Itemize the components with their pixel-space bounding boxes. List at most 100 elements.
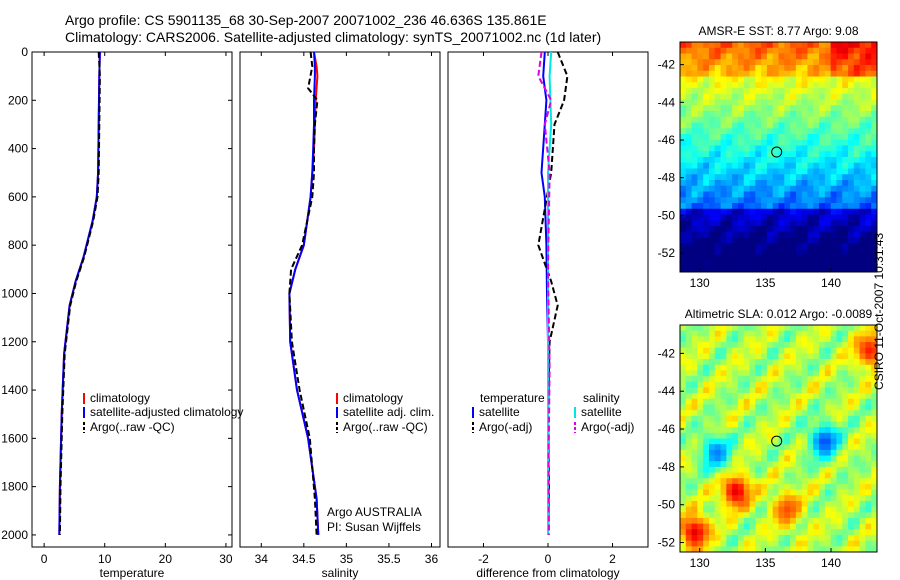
altimetric_sla-cell — [766, 546, 774, 552]
amsre_sst-cell — [732, 151, 739, 158]
altimetric_sla-cell — [871, 353, 877, 360]
amsre_sst-cell — [795, 249, 803, 256]
amsre_sst-cell — [795, 145, 803, 152]
amsre_sst-cell — [801, 111, 809, 118]
amsre_sst-cell — [824, 214, 832, 221]
amsre_sst-cell — [859, 134, 867, 141]
altimetric_sla-cell — [859, 398, 867, 406]
amsre_sst-cell — [761, 203, 768, 210]
amsre_sst-cell — [703, 116, 710, 124]
amsre_sst-cell — [749, 47, 756, 55]
amsre_sst-cell — [865, 76, 872, 83]
amsre_sst-cell — [795, 99, 803, 106]
amsre_sst-cell — [714, 93, 722, 101]
salinity-xtick-label: 34.5 — [292, 552, 316, 566]
altimetric_sla-cell — [685, 546, 693, 552]
amsre_sst-cell — [743, 180, 751, 187]
altimetric_sla-cell — [726, 415, 733, 423]
amsre_sst-cell — [680, 185, 687, 193]
altimetric_sla-cell — [790, 546, 797, 552]
amsre_sst-cell — [836, 116, 843, 124]
amsre_sst-cell — [819, 59, 826, 66]
amsre_sst-cell — [865, 162, 872, 170]
altimetric_sla-cell — [708, 336, 716, 343]
amsre_sst-cell — [819, 220, 826, 227]
altimetric_sla-cell — [795, 393, 803, 400]
amsre_sst-cell — [680, 254, 687, 262]
legend-temperature-title: temperature — [480, 391, 545, 405]
altimetric_sla-cell — [824, 500, 832, 508]
amsre_sst-cell — [795, 162, 803, 170]
amsre_sst-cell — [737, 231, 745, 239]
amsre_sst-cell — [766, 139, 774, 147]
altimetric_sla-cell — [685, 529, 693, 536]
altimetric_sla-cell — [801, 421, 809, 428]
amsre_sst-cell — [848, 249, 855, 256]
amsre_sst-cell — [790, 88, 797, 95]
altimetric_sla-cell — [824, 330, 832, 337]
amsre_sst-cell — [755, 157, 762, 164]
amsre_sst-cell — [830, 185, 838, 193]
amsre_sst-cell — [848, 145, 855, 152]
altimetric_sla-cell — [819, 370, 826, 377]
altimetric_sla-cell — [795, 330, 803, 337]
altimetric_sla-cell — [685, 489, 693, 496]
amsre_sst-cell — [795, 88, 803, 95]
altimetric_sla-cell — [680, 325, 687, 332]
amsre_sst-cell — [859, 128, 867, 135]
amsre_sst-cell — [807, 208, 814, 216]
altimetric_sla-cell — [784, 336, 791, 343]
altimetric_sla-cell — [859, 495, 867, 502]
altimetric_sla-cell — [859, 347, 867, 354]
altimetric_sla-cell — [703, 489, 710, 496]
amsre_sst-cell — [714, 220, 722, 227]
altimetric_sla-cell — [732, 466, 739, 474]
difference-xtick-label: 2 — [609, 552, 616, 566]
amsre_sst-cell — [749, 220, 756, 227]
altimetric_sla-cell — [790, 410, 797, 417]
amsre_sst-cell — [714, 105, 722, 112]
amsre_sst-cell — [714, 145, 722, 152]
amsre_sst-cell — [853, 59, 861, 66]
altimetric_sla-cell — [761, 517, 768, 525]
amsre_sst-cell — [830, 47, 838, 55]
altimetric_sla-cell — [778, 410, 785, 417]
amsre_sst-cell — [691, 116, 698, 124]
amsre_sst-cell — [685, 208, 693, 216]
amsre_sst-cell — [853, 116, 861, 124]
altimetric_sla-cell — [830, 427, 838, 434]
altimetric_sla-cell — [726, 449, 733, 457]
altimetric_sla-cell — [778, 500, 785, 508]
altimetric_sla-cell — [726, 359, 733, 366]
amsre_sst-cell — [732, 168, 739, 175]
amsre_sst-cell — [813, 180, 820, 187]
altimetric_sla-cell — [766, 444, 774, 451]
altimetric_sla-cell — [680, 404, 687, 411]
timestamp-stamp: CSIRO 11-Oct-2007 10:31:43 — [872, 232, 886, 390]
altimetric_sla-cell — [697, 410, 704, 417]
amsre_sst-xtick-label: 130 — [690, 276, 710, 290]
amsre_sst-cell — [778, 53, 785, 60]
amsre_sst-cell — [807, 53, 814, 60]
amsre_sst-cell — [685, 145, 693, 152]
altimetric_sla-cell — [703, 512, 710, 519]
legend-diff-temp-satellite: satellite — [479, 405, 520, 419]
altimetric_sla-cell — [691, 330, 698, 337]
altimetric_sla-cell — [726, 529, 733, 536]
altimetric_sla-cell — [772, 478, 780, 485]
amsre_sst-cell — [714, 249, 722, 256]
amsre_sst-cell — [790, 214, 797, 221]
altimetric_sla-cell — [685, 393, 693, 400]
altimetric_sla-cell — [691, 325, 698, 332]
altimetric_sla-cell — [743, 353, 751, 360]
amsre_sst-cell — [842, 214, 849, 221]
altimetric_sla-cell — [772, 370, 780, 377]
amsre_sst-cell — [691, 42, 698, 49]
amsre_sst-cell — [766, 128, 774, 135]
amsre_sst-cell — [859, 203, 867, 210]
amsre_sst-cell — [795, 122, 803, 129]
altimetric_sla-cell — [755, 404, 762, 411]
altimetric_sla-cell — [726, 330, 733, 337]
amsre_sst-cell — [755, 151, 762, 158]
amsre_sst-cell — [749, 139, 756, 147]
